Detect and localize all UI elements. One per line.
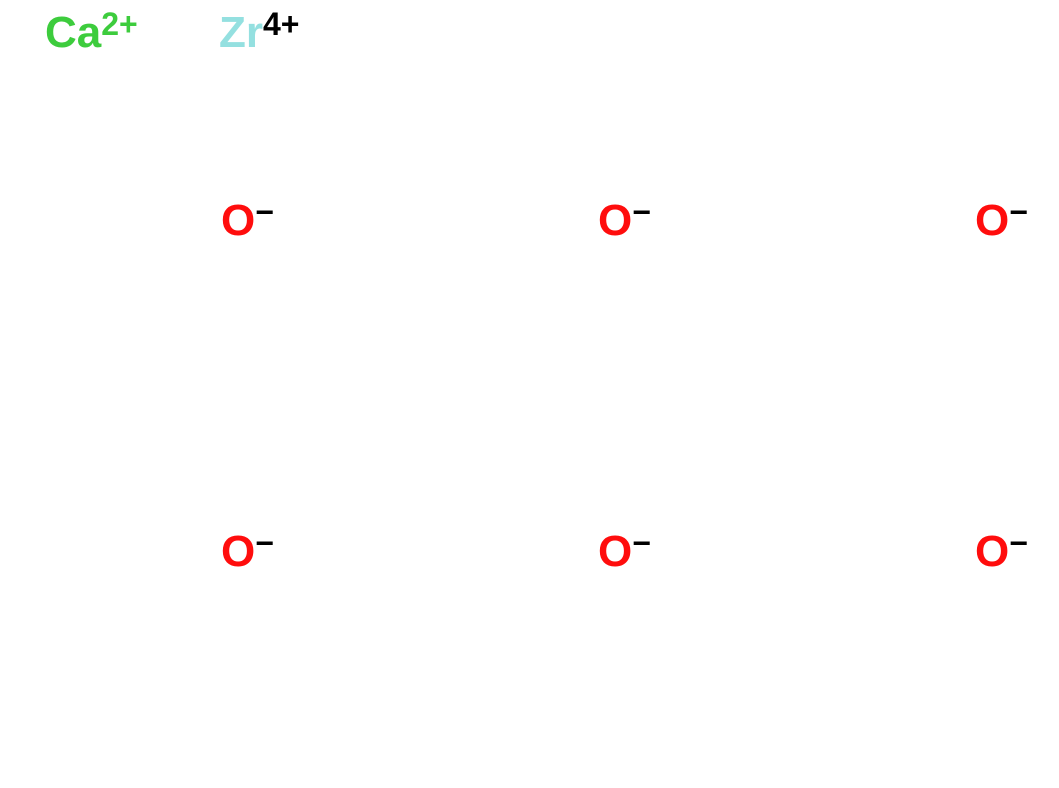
oxide-ion-1: O−: [221, 196, 274, 246]
oxygen-symbol: O: [975, 196, 1009, 246]
oxygen-charge: −: [1009, 194, 1028, 231]
oxygen-charge: −: [632, 525, 651, 562]
calcium-symbol: Ca: [45, 8, 101, 58]
molecule-canvas: Ca2+ Zr4+ O− O− O− O− O− O−: [0, 0, 1059, 788]
zirconium-charge: 4+: [263, 6, 299, 43]
oxide-ion-4: O−: [221, 527, 274, 577]
oxygen-symbol: O: [598, 196, 632, 246]
oxygen-charge: −: [255, 194, 274, 231]
zirconium-ion: Zr4+: [219, 8, 299, 58]
oxide-ion-5: O−: [598, 527, 651, 577]
oxide-ion-2: O−: [598, 196, 651, 246]
oxygen-charge: −: [1009, 525, 1028, 562]
oxygen-symbol: O: [598, 527, 632, 577]
oxygen-symbol: O: [221, 196, 255, 246]
oxide-ion-3: O−: [975, 196, 1028, 246]
zirconium-symbol: Zr: [219, 8, 263, 58]
oxygen-charge: −: [255, 525, 274, 562]
oxygen-charge: −: [632, 194, 651, 231]
oxide-ion-6: O−: [975, 527, 1028, 577]
calcium-charge: 2+: [101, 6, 137, 43]
calcium-ion: Ca2+: [45, 8, 138, 58]
oxygen-symbol: O: [221, 527, 255, 577]
oxygen-symbol: O: [975, 527, 1009, 577]
